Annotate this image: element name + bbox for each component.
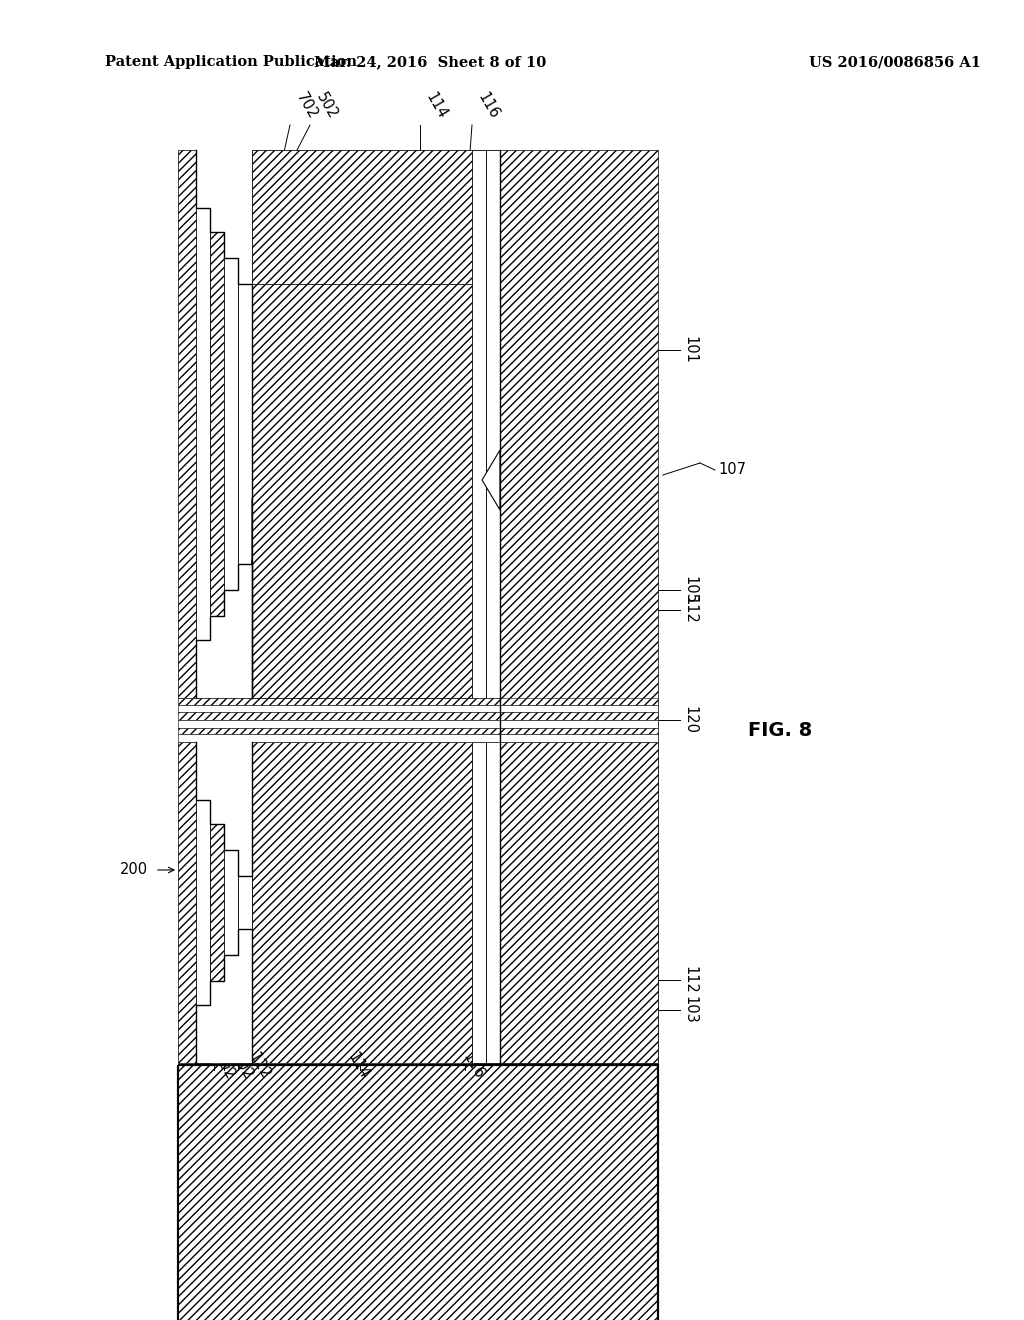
Bar [224,742,238,850]
Bar [252,742,472,1063]
Bar [500,742,658,1063]
Text: 101: 101 [682,337,697,364]
Bar [178,150,196,698]
Text: 502: 502 [313,90,340,121]
Bar [196,150,210,698]
Bar [238,742,252,1063]
Bar [178,742,196,1063]
Bar [238,742,252,876]
Polygon shape [482,450,500,510]
Bar [196,1005,210,1063]
Bar [500,150,658,1063]
Polygon shape [252,531,332,698]
Bar [252,150,472,698]
Bar [210,150,224,232]
Text: 122: 122 [246,1051,273,1082]
Text: 112: 112 [682,597,697,624]
Bar [210,981,224,1063]
Text: FIG. 8: FIG. 8 [748,721,812,739]
Text: 121: 121 [280,335,310,366]
Bar [196,640,210,698]
Bar [486,150,500,698]
Bar [224,590,238,698]
Text: Mar. 24, 2016  Sheet 8 of 10: Mar. 24, 2016 Sheet 8 of 10 [314,55,546,69]
Bar [238,929,252,1063]
Bar [196,150,210,209]
Bar [224,954,238,1063]
Polygon shape [252,380,472,698]
Bar [238,150,252,698]
Bar [178,698,658,705]
Bar [178,1065,658,1320]
Bar [178,719,658,729]
Text: 105: 105 [682,576,697,605]
Bar [178,711,658,719]
Bar [178,1065,658,1320]
Bar [178,705,658,711]
Bar [210,742,224,824]
Bar [224,742,238,1063]
Text: 120: 120 [682,706,697,734]
Bar [210,742,224,1063]
Bar [178,150,500,1063]
Text: 116: 116 [475,91,502,121]
Bar [210,150,224,698]
Text: 114: 114 [345,1051,372,1082]
Text: 602: 602 [228,1051,255,1082]
Text: 116: 116 [460,1051,486,1082]
Text: 802: 802 [210,1051,237,1082]
Text: 702: 702 [293,90,321,121]
Bar [178,729,658,734]
Bar [252,150,472,284]
Bar [210,616,224,698]
Bar [224,150,238,698]
Bar [238,564,252,698]
Text: 107: 107 [718,462,746,478]
Text: Patent Application Publication: Patent Application Publication [105,55,357,69]
Text: 114: 114 [423,91,450,121]
Bar [486,742,500,1063]
Text: US 2016/0086856 A1: US 2016/0086856 A1 [809,55,981,69]
Bar [472,150,486,698]
Text: 200: 200 [120,862,148,878]
Text: 103: 103 [682,997,697,1024]
Bar [178,1065,658,1320]
Bar [178,734,658,742]
Bar [196,742,210,1063]
Bar [196,742,210,800]
Bar [238,150,252,284]
Text: 112: 112 [682,966,697,994]
Bar [472,742,486,1063]
Bar [252,284,472,698]
Bar [224,150,238,257]
